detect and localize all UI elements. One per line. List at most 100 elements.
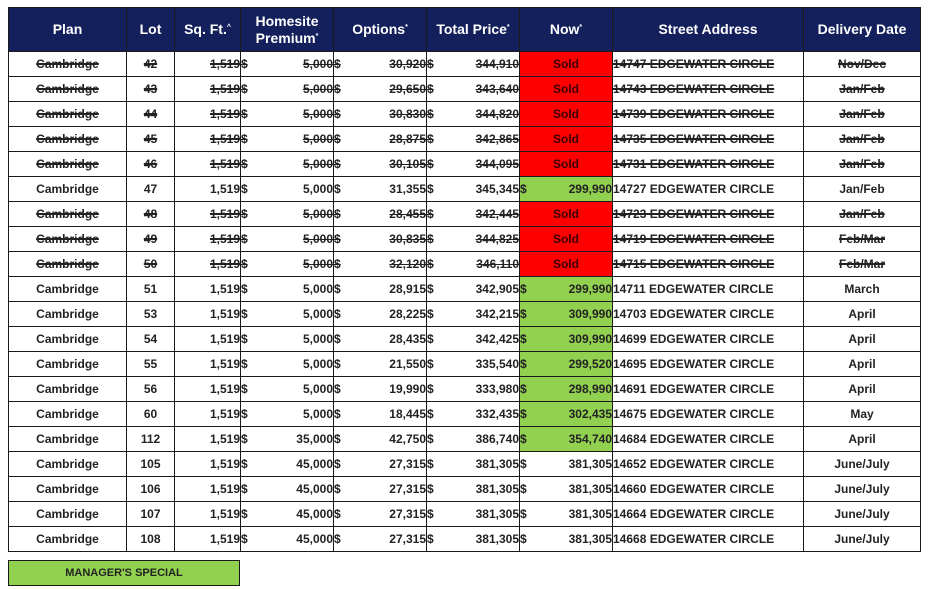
table-row: Cambridge 56 1,519 $5,000 $19,990 $333,980 $29… bbox=[8, 376, 921, 402]
plan-cell: Cambridge bbox=[8, 176, 127, 202]
currency-symbol: $ bbox=[241, 507, 248, 521]
currency-symbol: $ bbox=[241, 257, 248, 271]
delivery-date-cell: May bbox=[803, 401, 921, 427]
currency-symbol: $ bbox=[334, 307, 341, 321]
plan-cell: Cambridge bbox=[8, 76, 127, 102]
total-price-cell-value: 342,445 bbox=[475, 207, 519, 221]
total-price-cell: $381,305 bbox=[426, 476, 520, 502]
column-header-sqft: Sq. Ft.^ bbox=[174, 7, 241, 52]
lot-cell: 54 bbox=[126, 326, 175, 352]
now-price-cell-value: 381,305 bbox=[568, 482, 612, 496]
options-cell-value: 28,875 bbox=[389, 132, 426, 146]
options-cell-value: 27,315 bbox=[389, 482, 426, 496]
table-row: Cambridge 105 1,519 $45,000 $27,315 $381,305 $… bbox=[8, 451, 921, 477]
delivery-date-cell: Jan/Feb bbox=[803, 201, 921, 227]
currency-symbol: $ bbox=[241, 282, 248, 296]
sold-badge: Sold bbox=[553, 257, 579, 271]
currency-symbol: $ bbox=[241, 182, 248, 196]
plan-cell: Cambridge bbox=[8, 451, 127, 477]
table-row: Cambridge 53 1,519 $5,000 $28,225 $342,215 $30… bbox=[8, 301, 921, 327]
homesite-premium-cell-value: 5,000 bbox=[302, 182, 333, 196]
currency-symbol: $ bbox=[520, 507, 527, 521]
sold-badge: Sold bbox=[553, 107, 579, 121]
total-price-cell: $344,095 bbox=[426, 151, 520, 177]
now-price-cell: Sold bbox=[519, 226, 613, 252]
options-cell: $28,225 bbox=[333, 301, 427, 327]
currency-symbol: $ bbox=[241, 57, 248, 71]
homesite-premium-cell-value: 5,000 bbox=[302, 357, 333, 371]
now-price-cell-value: 309,990 bbox=[568, 307, 612, 321]
now-price-cell-value: 381,305 bbox=[568, 507, 612, 521]
total-price-cell-value: 381,305 bbox=[475, 532, 519, 546]
plan-cell: Cambridge bbox=[8, 426, 127, 452]
street-address-cell: 14715 EDGEWATER CIRCLE bbox=[612, 251, 804, 277]
street-address-cell: 14675 EDGEWATER CIRCLE bbox=[612, 401, 804, 427]
homesite-premium-cell: $5,000 bbox=[240, 76, 334, 102]
options-cell-value: 28,915 bbox=[389, 282, 426, 296]
plan-cell: Cambridge bbox=[8, 501, 127, 527]
lot-cell: 49 bbox=[126, 226, 175, 252]
lot-cell: 50 bbox=[126, 251, 175, 277]
currency-symbol: $ bbox=[427, 432, 434, 446]
street-address-cell: 14664 EDGEWATER CIRCLE bbox=[612, 501, 804, 527]
homesite-premium-cell: $45,000 bbox=[240, 476, 334, 502]
sold-badge: Sold bbox=[553, 57, 579, 71]
lot-cell: 44 bbox=[126, 101, 175, 127]
currency-symbol: $ bbox=[334, 457, 341, 471]
lot-cell: 43 bbox=[126, 76, 175, 102]
lot-cell: 42 bbox=[126, 51, 175, 77]
plan-cell: Cambridge bbox=[8, 351, 127, 377]
lot-cell: 55 bbox=[126, 351, 175, 377]
homesite-premium-cell: $5,000 bbox=[240, 251, 334, 277]
total-price-cell-value: 344,095 bbox=[475, 157, 519, 171]
total-price-cell: $342,425 bbox=[426, 326, 520, 352]
currency-symbol: $ bbox=[427, 382, 434, 396]
options-cell-value: 28,225 bbox=[389, 307, 426, 321]
lot-cell: 45 bbox=[126, 126, 175, 152]
column-header-total-price: Total Price* bbox=[426, 7, 520, 52]
now-price-cell: $381,305 bbox=[519, 476, 613, 502]
plan-cell: Cambridge bbox=[8, 301, 127, 327]
options-cell: $30,105 bbox=[333, 151, 427, 177]
now-price-cell-value: 302,435 bbox=[568, 407, 612, 421]
table-row: Cambridge 60 1,519 $5,000 $18,445 $332,435 $30… bbox=[8, 401, 921, 427]
total-price-cell-value: 332,435 bbox=[475, 407, 519, 421]
sqft-cell: 1,519 bbox=[174, 201, 241, 227]
street-address-cell: 14727 EDGEWATER CIRCLE bbox=[612, 176, 804, 202]
homesite-premium-cell: $5,000 bbox=[240, 301, 334, 327]
plan-cell: Cambridge bbox=[8, 476, 127, 502]
options-cell: $27,315 bbox=[333, 526, 427, 552]
currency-symbol: $ bbox=[520, 407, 527, 421]
total-price-cell: $345,345 bbox=[426, 176, 520, 202]
now-price-cell: $298,990 bbox=[519, 376, 613, 402]
plan-cell: Cambridge bbox=[8, 251, 127, 277]
currency-symbol: $ bbox=[241, 332, 248, 346]
currency-symbol: $ bbox=[334, 207, 341, 221]
currency-symbol: $ bbox=[427, 307, 434, 321]
options-cell: $30,835 bbox=[333, 226, 427, 252]
total-price-cell: $342,215 bbox=[426, 301, 520, 327]
lot-cell: 51 bbox=[126, 276, 175, 302]
now-price-cell: Sold bbox=[519, 201, 613, 227]
currency-symbol: $ bbox=[241, 457, 248, 471]
inventory-sheet: Plan Lot Sq. Ft.^ Homesite Premium* Opti… bbox=[8, 7, 921, 552]
homesite-premium-cell: $5,000 bbox=[240, 151, 334, 177]
homesite-premium-cell-value: 5,000 bbox=[302, 132, 333, 146]
now-price-cell: $381,305 bbox=[519, 526, 613, 552]
plan-cell: Cambridge bbox=[8, 51, 127, 77]
delivery-date-cell: Jan/Feb bbox=[803, 76, 921, 102]
currency-symbol: $ bbox=[520, 532, 527, 546]
total-price-cell-value: 342,425 bbox=[475, 332, 519, 346]
homesite-premium-cell: $5,000 bbox=[240, 201, 334, 227]
total-price-cell-value: 342,215 bbox=[475, 307, 519, 321]
lot-cell: 53 bbox=[126, 301, 175, 327]
currency-symbol: $ bbox=[520, 282, 527, 296]
currency-symbol: $ bbox=[427, 482, 434, 496]
currency-symbol: $ bbox=[334, 507, 341, 521]
total-price-cell-value: 342,865 bbox=[475, 132, 519, 146]
options-cell: $28,435 bbox=[333, 326, 427, 352]
sqft-cell: 1,519 bbox=[174, 126, 241, 152]
table-row: Cambridge 107 1,519 $45,000 $27,315 $381,305 $… bbox=[8, 501, 921, 527]
homesite-premium-cell-value: 5,000 bbox=[302, 332, 333, 346]
total-price-cell-value: 381,305 bbox=[475, 457, 519, 471]
